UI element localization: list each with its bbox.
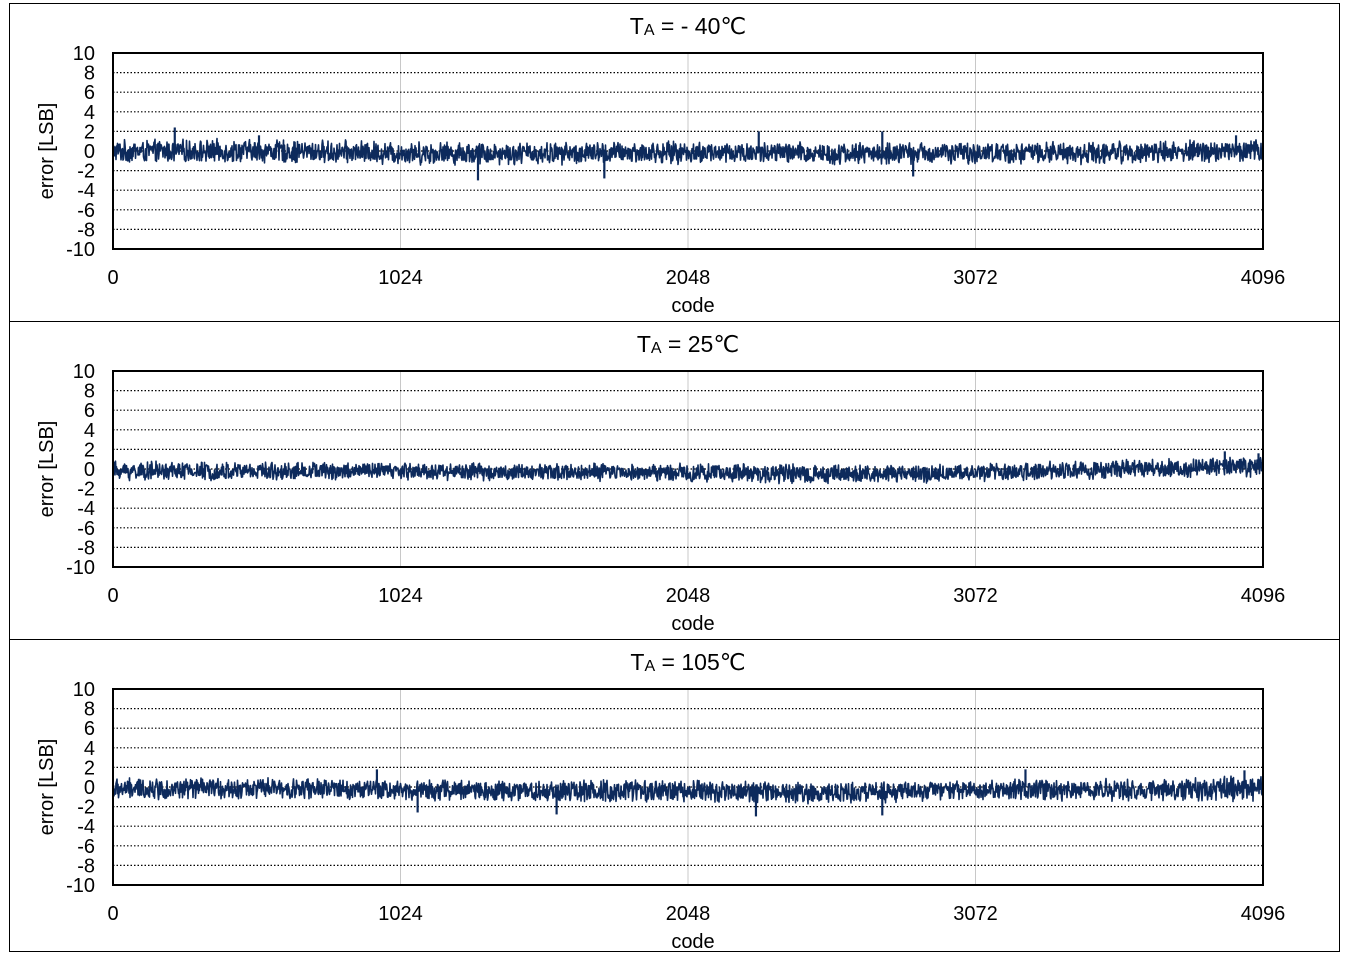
y-tick-label: -6 (77, 836, 95, 858)
y-tick-label: 6 (84, 400, 95, 422)
y-tick-label: 4 (84, 738, 95, 760)
chart-title: TA = - 40℃ (630, 13, 746, 39)
x-tick-label: 4096 (1241, 585, 1286, 607)
y-axis-label: error [LSB] (36, 103, 58, 200)
y-tick-label: 2 (84, 439, 95, 461)
x-tick-label: 3072 (953, 585, 998, 607)
y-tick-label: 10 (73, 43, 95, 65)
y-tick-label: 10 (73, 679, 95, 701)
x-axis-label: code (671, 295, 714, 317)
y-tick-label: 2 (84, 757, 95, 779)
figure: TA = - 40℃ 10 8 6 4 2 0 -2 -4 -6 -8 -10 0 1024 2048 307… (9, 3, 1340, 953)
chart-title-subscript: A (644, 22, 655, 39)
y-tick-label: 8 (84, 63, 95, 85)
y-tick-label: -6 (77, 518, 95, 540)
chart-title-prefix: T (637, 331, 651, 357)
chart-title-text: = 105℃ (655, 649, 745, 675)
x-tick-label: 1024 (378, 903, 423, 925)
y-tick-label: 4 (84, 420, 95, 442)
x-axis-label: code (671, 613, 714, 635)
y-tick-label: -10 (66, 239, 95, 261)
y-tick-label: 2 (84, 121, 95, 143)
y-tick-label: -8 (77, 219, 95, 241)
chart-panel-105c: TA = 105℃ 10 8 6 4 2 0 -2 -4 -6 -8 -10 0 1024 2048 3072… (10, 639, 1339, 953)
y-tick-label: 0 (84, 459, 95, 481)
y-tick-label: -6 (77, 200, 95, 222)
y-tick-label: 8 (84, 699, 95, 721)
y-tick-label: -2 (77, 161, 95, 183)
chart-title-text: = - 40℃ (655, 13, 747, 39)
chart-title: TA = 25℃ (637, 331, 739, 357)
data-series-line (112, 456, 1264, 485)
x-tick-label: 1024 (378, 267, 423, 289)
y-axis-label: error [LSB] (36, 421, 58, 518)
x-tick-label: 0 (107, 585, 118, 607)
x-tick-label: 2048 (666, 267, 711, 289)
x-tick-label: 0 (107, 903, 118, 925)
y-tick-label: 8 (84, 381, 95, 403)
y-tick-label: 6 (84, 82, 95, 104)
chart-panel-25c: TA = 25℃ 10 8 6 4 2 0 -2 -4 -6 -8 -10 0 1024 2048 3072 4… (10, 321, 1339, 639)
y-tick-label: -4 (77, 180, 95, 202)
plot-area (112, 52, 1264, 250)
plot-area (112, 370, 1264, 568)
chart-title: TA = 105℃ (630, 649, 745, 675)
chart-title-subscript: A (651, 340, 662, 357)
plot-area (112, 688, 1264, 886)
x-tick-label: 2048 (666, 903, 711, 925)
y-tick-label: 4 (84, 102, 95, 124)
x-tick-label: 3072 (953, 903, 998, 925)
y-tick-label: 6 (84, 718, 95, 740)
y-tick-label: -4 (77, 816, 95, 838)
x-tick-label: 4096 (1241, 267, 1286, 289)
y-tick-label: 0 (84, 141, 95, 163)
data-series-line (112, 775, 1264, 805)
y-axis-label: error [LSB] (36, 739, 58, 836)
chart-title-text: = 25℃ (662, 331, 740, 357)
x-tick-label: 2048 (666, 585, 711, 607)
data-series-line (112, 137, 1264, 166)
y-tick-label: -2 (77, 797, 95, 819)
x-tick-label: 3072 (953, 267, 998, 289)
y-tick-label: 0 (84, 777, 95, 799)
y-tick-label: -10 (66, 557, 95, 579)
y-tick-label: -8 (77, 537, 95, 559)
x-tick-label: 1024 (378, 585, 423, 607)
x-tick-label: 4096 (1241, 903, 1286, 925)
y-tick-label: 10 (73, 361, 95, 383)
x-axis-label: code (671, 931, 714, 953)
y-tick-label: -4 (77, 498, 95, 520)
chart-panel-minus-40c: TA = - 40℃ 10 8 6 4 2 0 -2 -4 -6 -8 -10 0 1024 2048 307… (10, 4, 1339, 321)
x-tick-label: 0 (107, 267, 118, 289)
chart-title-prefix: T (630, 649, 644, 675)
y-tick-label: -10 (66, 875, 95, 897)
y-tick-label: -2 (77, 479, 95, 501)
y-tick-label: -8 (77, 855, 95, 877)
chart-title-subscript: A (644, 658, 655, 675)
chart-title-prefix: T (630, 13, 644, 39)
